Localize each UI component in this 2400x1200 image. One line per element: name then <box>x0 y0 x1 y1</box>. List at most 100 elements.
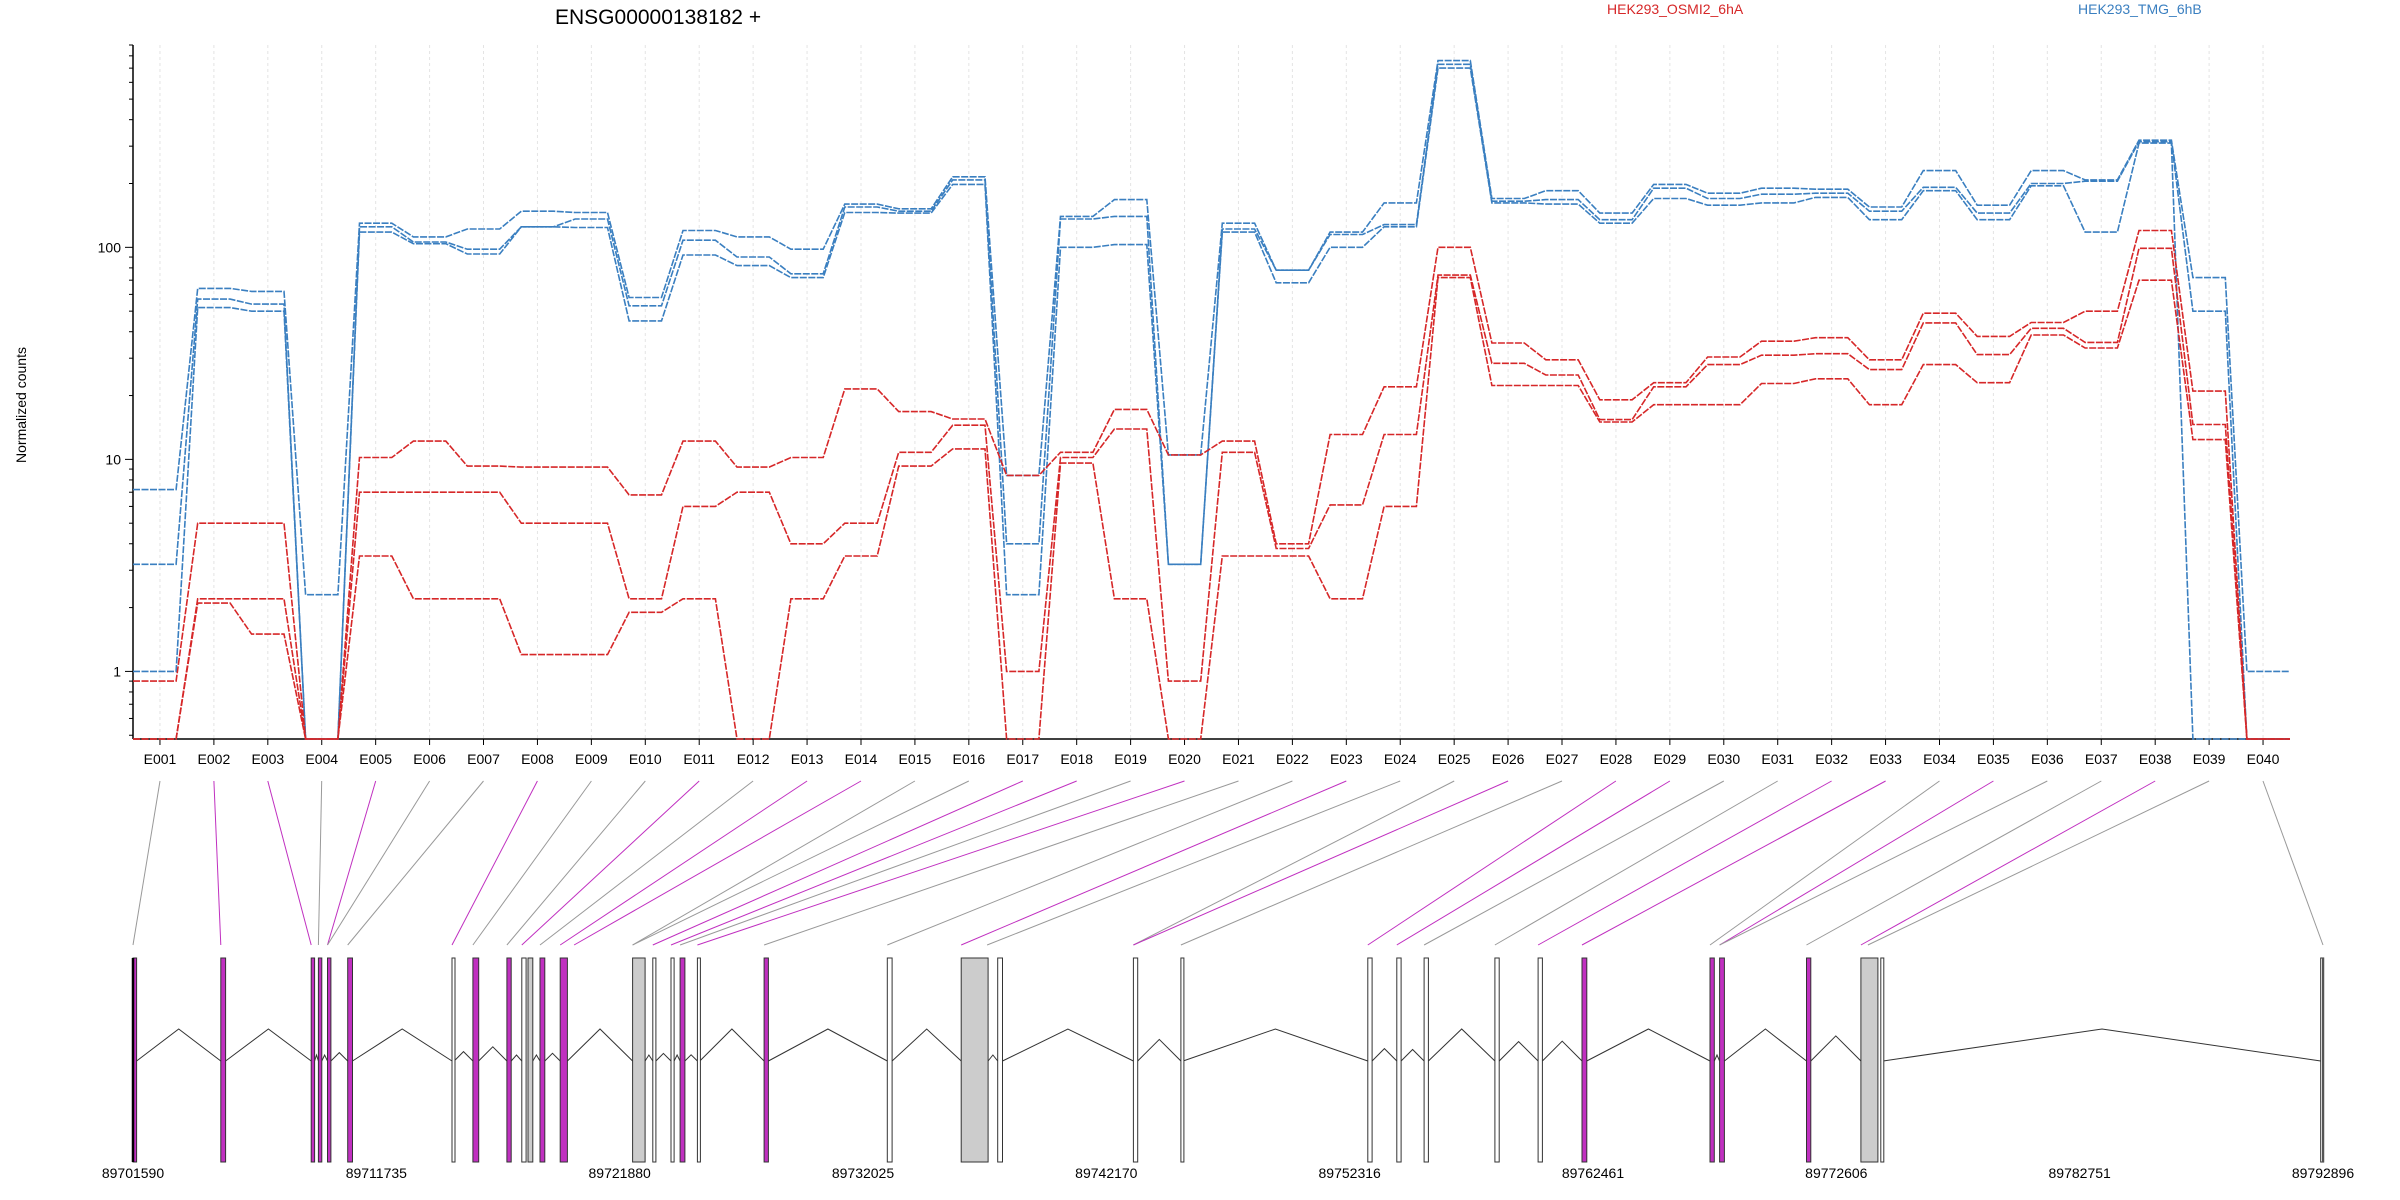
x-tick-label-e009: E009 <box>575 751 608 767</box>
exon-box <box>1709 957 1715 1163</box>
intron-line <box>225 1028 312 1062</box>
gene-coordinate-label: 89772606 <box>1805 1165 1868 1181</box>
x-tick-label-e038: E038 <box>2139 751 2172 767</box>
intron-line <box>655 1052 672 1062</box>
x-tick-label-e021: E021 <box>1222 751 1255 767</box>
exon-box <box>327 957 332 1163</box>
exon-connector <box>1581 780 1886 946</box>
intron-line <box>352 1028 453 1062</box>
intron-line <box>1713 1053 1721 1062</box>
intron-line <box>136 1028 222 1062</box>
gene-coordinate-label: 89701590 <box>102 1165 165 1181</box>
gene-coordinate-label: 89721880 <box>589 1165 652 1181</box>
intron-line <box>1371 1047 1398 1062</box>
exon-connector <box>670 780 1077 946</box>
x-tick-label-e024: E024 <box>1384 751 1417 767</box>
gene-coordinate-label: 89742170 <box>1075 1165 1138 1181</box>
exon-box <box>997 957 1004 1163</box>
x-tick-label-e004: E004 <box>305 751 338 767</box>
intron-line <box>1724 1028 1807 1062</box>
vertical-gridlines <box>159 45 2264 739</box>
intron-line <box>644 1054 654 1062</box>
legend-label-tmg: HEK293_TMG_6hB <box>2078 1 2202 17</box>
exon-connector <box>539 780 754 946</box>
series-lines <box>133 59 2290 740</box>
exon-box <box>1880 957 1885 1163</box>
x-tick-label-e002: E002 <box>198 751 231 767</box>
chart-title: ENSG00000138182 + <box>555 6 761 29</box>
exon-box <box>1494 957 1500 1163</box>
legend-label-osmi2: HEK293_OSMI2_6hA <box>1607 1 1744 17</box>
x-tick-label-e022: E022 <box>1276 751 1309 767</box>
gene-coordinate-label: 89792896 <box>2292 1165 2355 1181</box>
y-tick-label: 10 <box>105 451 121 467</box>
exon-connector <box>1719 780 2048 946</box>
exon-box <box>451 957 456 1163</box>
exon-connector <box>1719 780 1994 946</box>
intron-line <box>453 1050 474 1062</box>
gene-model-track <box>131 957 2325 1163</box>
exon-connector <box>1860 780 2156 946</box>
exon-connector <box>632 780 970 946</box>
exon-connector <box>632 780 916 946</box>
intron-line <box>1810 1035 1862 1062</box>
exon-connector <box>327 780 377 946</box>
x-tick-label-e027: E027 <box>1546 751 1579 767</box>
x-tick-label-e005: E005 <box>359 751 392 767</box>
exon-connector <box>132 780 161 946</box>
exon-box <box>679 957 686 1163</box>
exon-box <box>220 957 227 1163</box>
exon-box <box>1806 957 1812 1163</box>
exon-connector <box>327 780 431 946</box>
x-tick-label-e014: E014 <box>845 751 878 767</box>
red-series-line <box>133 247 2290 740</box>
exon-connector <box>573 780 862 946</box>
intron-line <box>314 1053 319 1062</box>
x-tick-label-e023: E023 <box>1330 751 1363 767</box>
exon-connector <box>763 780 1239 946</box>
intron-line <box>1542 1040 1583 1062</box>
exon-connector <box>1367 780 1617 946</box>
blue-series-line <box>133 67 2290 740</box>
exon-box <box>310 957 316 1163</box>
x-tick-label-e031: E031 <box>1761 751 1794 767</box>
exon-box <box>763 957 769 1163</box>
intron-line <box>1182 1028 1368 1062</box>
exon-connector <box>451 780 538 946</box>
x-tick-label-e039: E039 <box>2193 751 2226 767</box>
x-tick-label-e036: E036 <box>2031 751 2064 767</box>
exon-box <box>960 957 989 1163</box>
exon-box <box>632 957 646 1163</box>
exon-connector <box>1709 780 1940 946</box>
exon-connector <box>213 780 222 946</box>
exon-connector <box>652 780 1024 946</box>
exon-box <box>527 957 534 1163</box>
x-tick-label-e035: E035 <box>1977 751 2010 767</box>
exon-connector <box>506 780 646 946</box>
x-tick-label-e032: E032 <box>1815 751 1848 767</box>
intron-line <box>330 1051 349 1062</box>
gene-coordinate-label: 89782751 <box>2049 1165 2112 1181</box>
y-tick-label: 1 <box>113 663 121 679</box>
exon-connector <box>1494 780 1778 946</box>
exon-box <box>1132 957 1139 1163</box>
exon-connector <box>961 780 1347 946</box>
exon-connector <box>697 780 1185 946</box>
intron-line <box>673 1053 681 1062</box>
x-tick-label-e025: E025 <box>1438 751 1471 767</box>
exon-connector <box>1133 780 1455 946</box>
exon-connector <box>559 780 808 946</box>
genomic-coordinate-axis: 89701590 89711735 89721880 89732025 89742170… <box>102 1165 2355 1181</box>
exon-box <box>670 957 675 1163</box>
y-tick-label: 100 <box>98 239 122 255</box>
intron-line <box>1498 1040 1539 1062</box>
x-tick-label-e020: E020 <box>1168 751 1201 767</box>
x-tick-label-e013: E013 <box>791 751 824 767</box>
intron-line <box>532 1054 541 1062</box>
exon-box <box>1581 957 1588 1163</box>
x-tick-label-e006: E006 <box>413 751 446 767</box>
x-tick-label-e028: E028 <box>1600 751 1633 767</box>
intron-line <box>987 1054 999 1062</box>
intron-line <box>321 1053 328 1062</box>
y-axis-label: Normalized counts <box>13 347 29 463</box>
